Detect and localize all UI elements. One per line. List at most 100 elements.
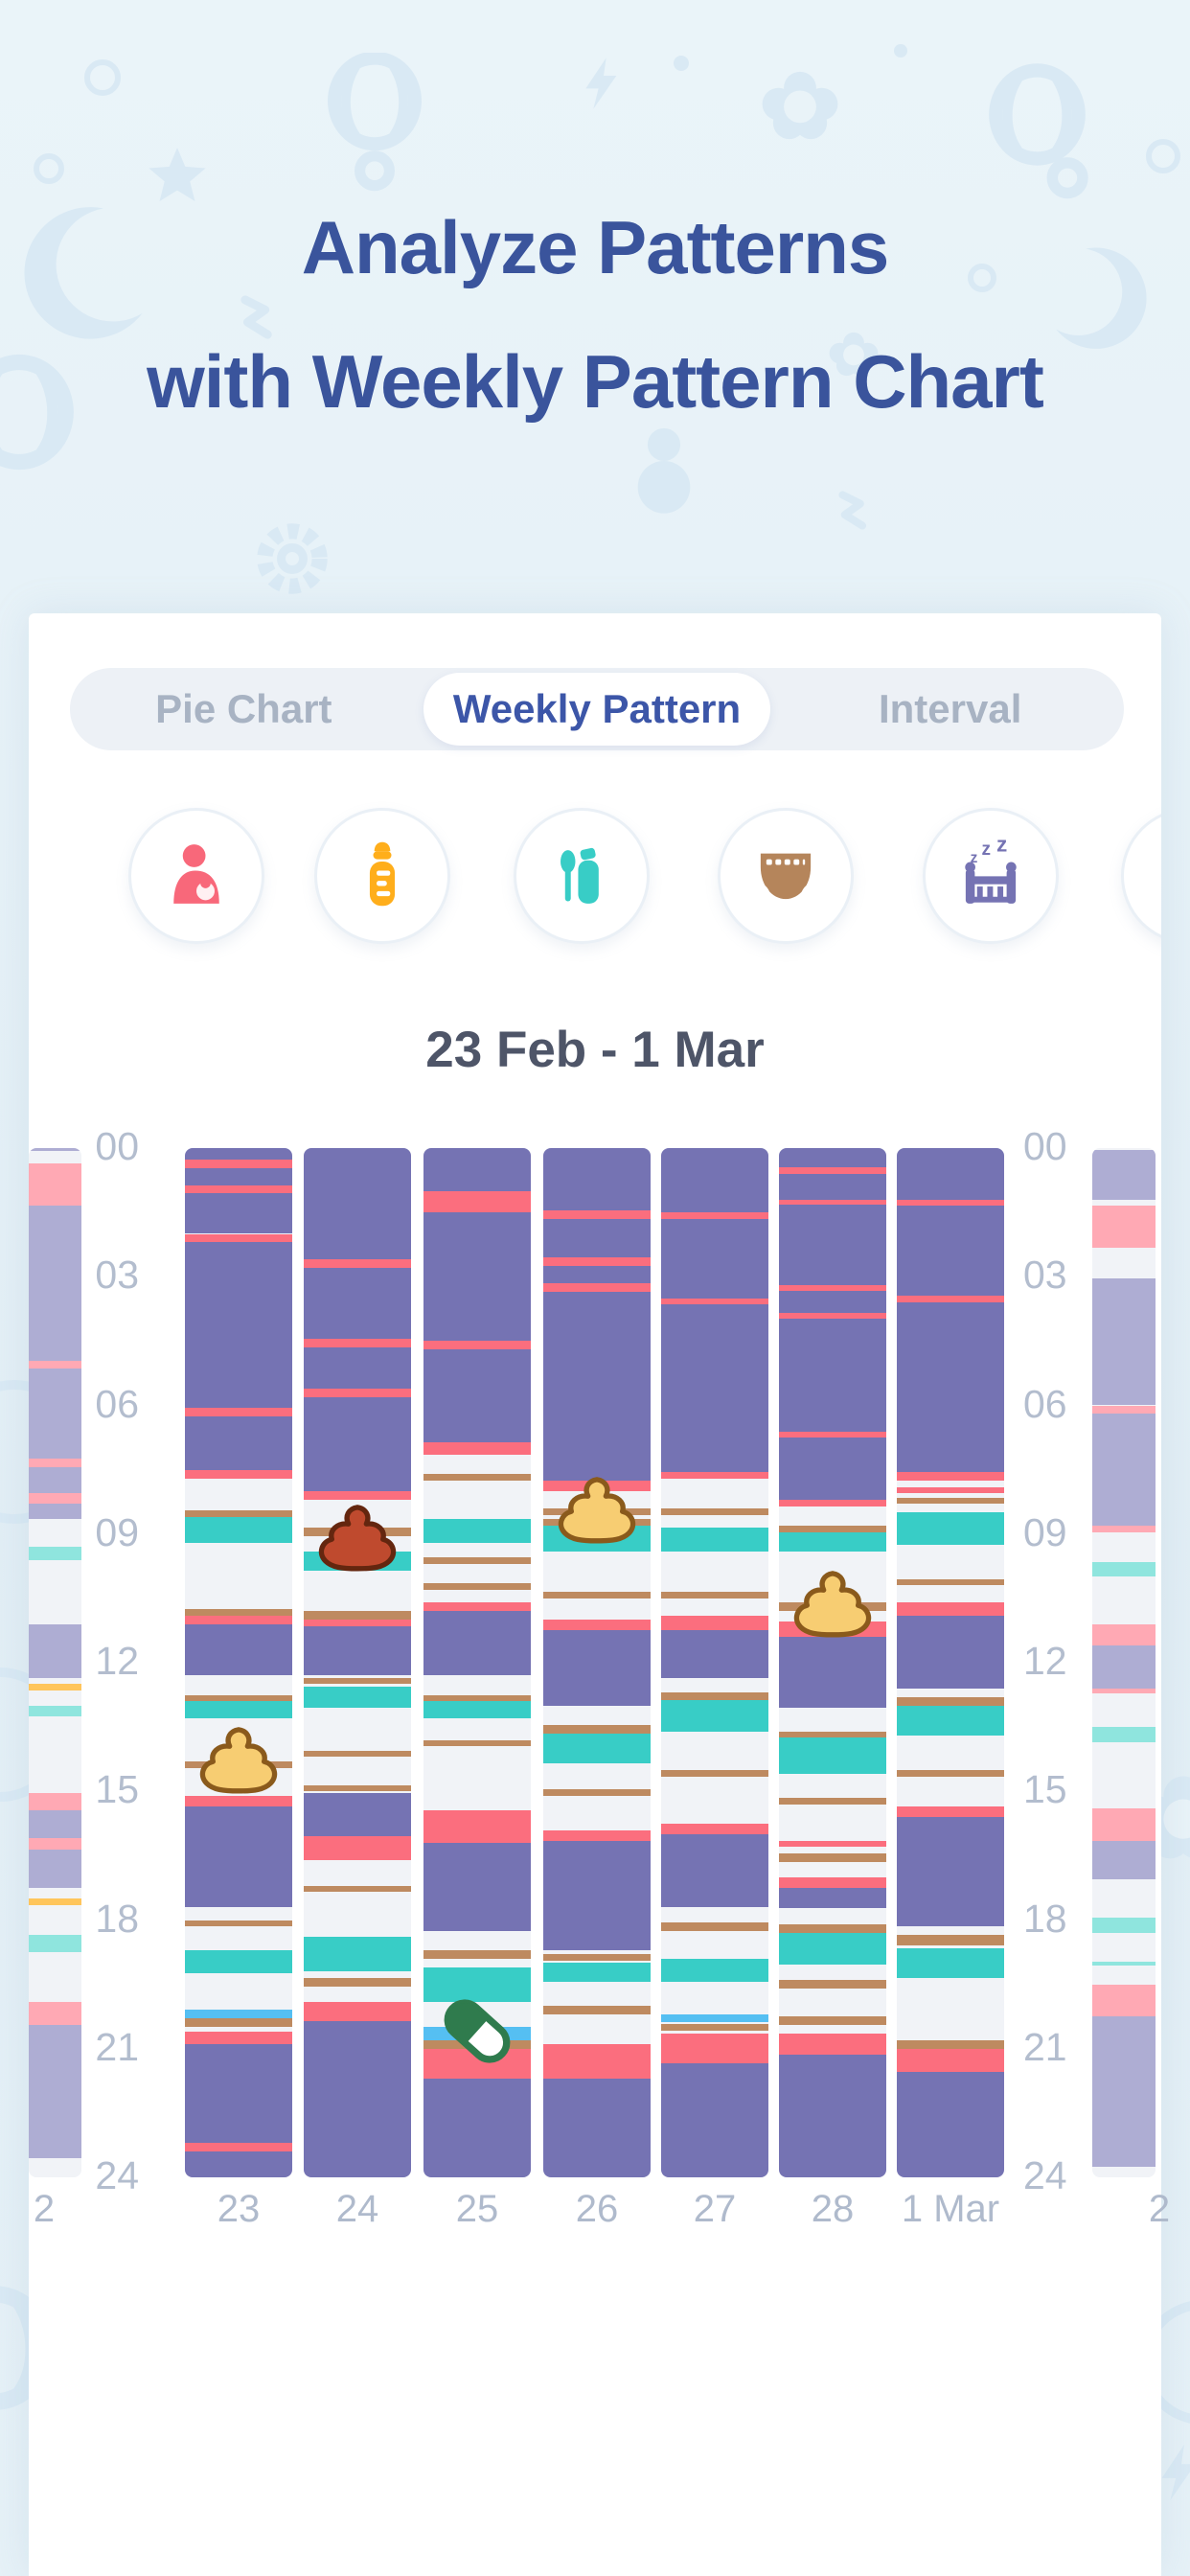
chart-segment	[661, 1148, 768, 1213]
chart-segment	[185, 1233, 292, 1243]
day-label: 1 Mar	[901, 2188, 1000, 2230]
chart-segment	[897, 1148, 1004, 1200]
chart-segment	[29, 1504, 81, 1520]
svg-text:z: z	[982, 839, 992, 859]
tab-interval[interactable]: Interval	[878, 686, 1022, 731]
chart-segment	[304, 1396, 411, 1491]
chart-segment	[1092, 1918, 1156, 1933]
chart-segment	[423, 1190, 531, 1213]
chart-segment	[304, 2001, 411, 2021]
category-bottle-button[interactable]	[314, 808, 450, 944]
axis-label-left: 03	[95, 1253, 139, 1298]
axis-label-left: 18	[95, 1896, 139, 1941]
axis-label-left: 24	[95, 2153, 139, 2197]
category-breastfeeding-button[interactable]	[128, 808, 264, 944]
chart-segment	[423, 1842, 531, 1931]
chart-segment	[543, 1257, 651, 1267]
chart-segment	[661, 1630, 768, 1678]
chart-segment	[897, 1206, 1004, 1297]
chart-segment	[185, 1949, 292, 1974]
chart-segment	[304, 1259, 411, 1269]
chart-segment	[304, 1268, 411, 1340]
chart-segment	[185, 1806, 292, 1908]
day-label: 2	[33, 2188, 56, 2230]
chart-segment	[423, 1148, 531, 1191]
chart-segment	[1092, 1150, 1156, 1200]
chart-segment	[661, 1592, 768, 1598]
dot-decoration-icon	[674, 56, 689, 71]
tab-pie-chart[interactable]: Pie Chart	[155, 686, 332, 731]
chart-segment	[185, 1192, 292, 1234]
chart-segment	[543, 2006, 651, 2014]
chart-segment	[779, 1525, 886, 1532]
moon-icon	[1049, 240, 1159, 355]
chart-segment	[1092, 1688, 1156, 1694]
chart-segment	[543, 1954, 651, 1961]
chart-segment	[779, 1637, 886, 1708]
chart-type-segmented-control: Pie Chart Weekly Pattern Interval	[70, 668, 1124, 750]
day-column-27	[661, 1148, 768, 2177]
tab-weekly-pattern[interactable]: Weekly Pattern	[423, 673, 771, 746]
chart-segment	[423, 1966, 531, 2002]
day-column-28	[779, 1148, 886, 2177]
chart-segment	[304, 1339, 411, 1348]
category-baby-food-button[interactable]	[514, 808, 650, 944]
chart-segment	[185, 1609, 292, 1616]
chart-segment	[897, 1497, 1004, 1505]
axis-label-right: 24	[1023, 2153, 1067, 2197]
day-column-23	[185, 1148, 292, 2177]
chart-segment	[897, 1302, 1004, 1472]
chart-segment	[1092, 1727, 1156, 1742]
chart-segment	[185, 1242, 292, 1408]
chart-segment	[1092, 1525, 1156, 1532]
chart-segment	[423, 2027, 531, 2040]
chart-segment	[1092, 1561, 1156, 1577]
chart-segment	[29, 2001, 81, 2026]
chart-segment	[897, 1578, 1004, 1586]
chart-segment	[779, 1731, 886, 1738]
chart-segment	[543, 1209, 651, 1219]
chart-segment	[661, 1528, 768, 1552]
chart-segment	[779, 1499, 886, 1506]
chart-segment	[661, 1769, 768, 1777]
chart-segment	[1092, 2016, 1156, 2167]
chart-segment	[661, 1304, 768, 1472]
category-diaper-button[interactable]	[718, 808, 854, 944]
axis-label-left: 06	[95, 1381, 139, 1426]
chart-segment	[185, 2143, 292, 2152]
chart-segment	[543, 1282, 651, 1292]
chart-segment	[897, 1806, 1004, 1818]
chart-segment	[29, 1898, 81, 1905]
chart-segment	[897, 1769, 1004, 1777]
chart-segment	[1092, 1623, 1156, 1646]
chart-segment	[661, 1507, 768, 1515]
chart-segment	[779, 1840, 886, 1848]
chart-segment	[543, 1630, 651, 1706]
chart-segment	[779, 1148, 886, 1168]
chart-segment	[423, 1583, 531, 1590]
axis-label-right: 21	[1023, 2024, 1067, 2069]
ring-decoration-icon	[1146, 139, 1180, 173]
axis-label-left: 21	[95, 2024, 139, 2069]
chart-segment	[423, 1212, 531, 1342]
chart-segment	[897, 1935, 1004, 1946]
flower-icon	[826, 331, 881, 384]
chart-segment	[543, 1266, 651, 1283]
chart-segment	[779, 1437, 886, 1500]
chart-segment	[1092, 1645, 1156, 1689]
chart-segment	[661, 1958, 768, 1983]
chart-segment	[304, 1528, 411, 1536]
chart-segment	[779, 1432, 886, 1438]
chart-segment	[779, 1205, 886, 1286]
chart-segment	[1092, 1405, 1156, 1414]
chart-segment	[779, 1285, 886, 1291]
chart-segment	[304, 1937, 411, 1972]
chart-segment	[779, 1737, 886, 1775]
chart-segment	[543, 1519, 651, 1526]
chart-segment	[423, 1519, 531, 1543]
axis-label-right: 15	[1023, 1767, 1067, 1812]
chart-segment	[543, 1507, 651, 1515]
